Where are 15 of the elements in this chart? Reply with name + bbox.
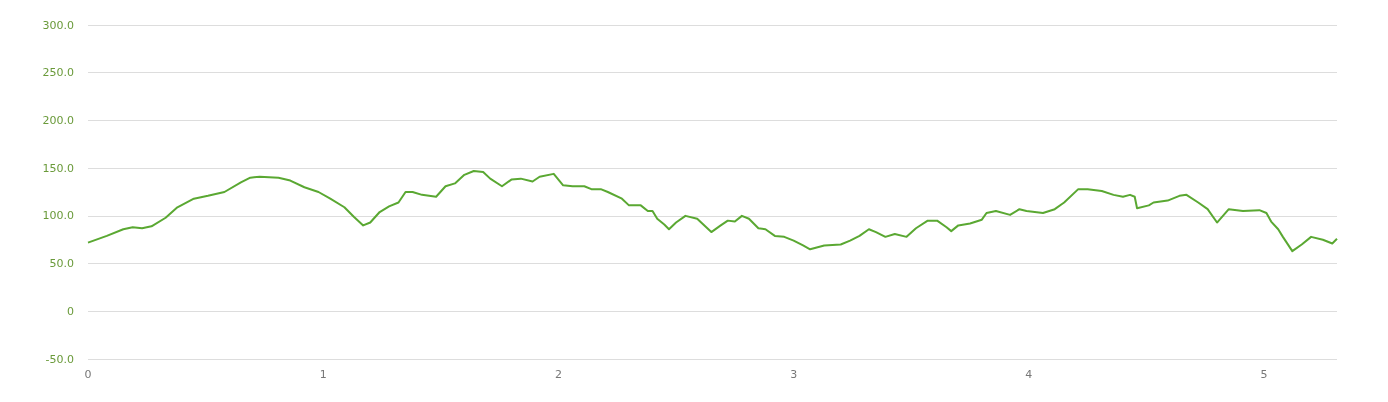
y-tick-label: 0 (67, 304, 74, 318)
y-tick-label: 300.0 (42, 18, 74, 32)
line-series (87, 170, 1338, 253)
y-tick-label: 150.0 (42, 161, 74, 175)
x-tick-label: 4 (1025, 368, 1033, 381)
y-tick-label: 200.0 (42, 113, 74, 127)
x-tick-label: 3 (790, 368, 798, 381)
x-tick-label: 1 (319, 368, 327, 381)
y-tick-label: 100.0 (42, 209, 74, 223)
y-tick-label: 50.0 (49, 257, 74, 271)
y-tick-label: 250.0 (42, 66, 74, 80)
x-tick-label: 0 (84, 368, 92, 381)
y-tick-label: -50.0 (45, 352, 74, 366)
x-tick-label: 5 (1260, 368, 1268, 381)
x-tick-label: 2 (554, 368, 562, 381)
